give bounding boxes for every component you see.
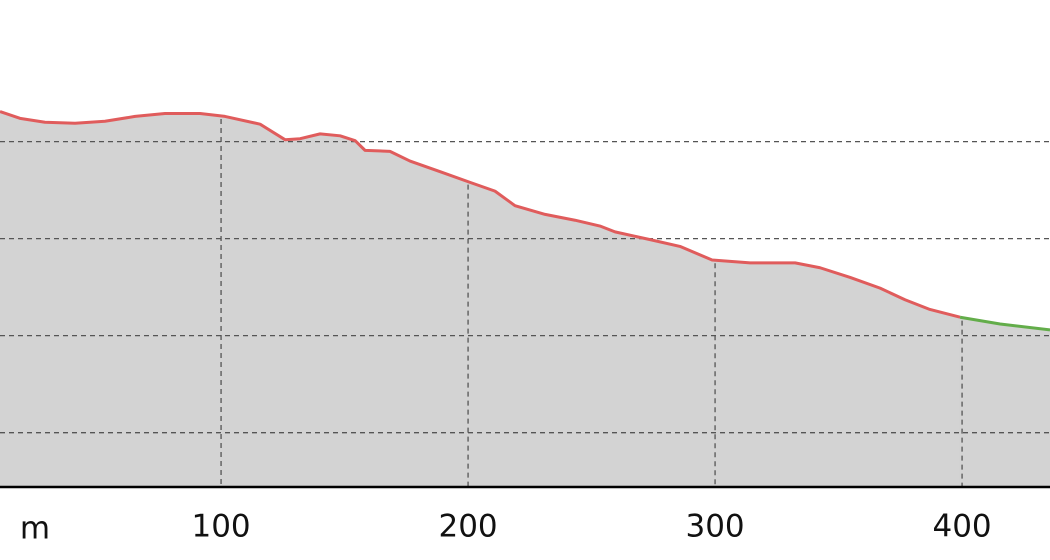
profile-line: [959, 315, 1050, 332]
x-tick-label: 300: [685, 509, 744, 545]
x-tick-label: 200: [438, 509, 497, 545]
area-fill: [0, 111, 961, 488]
area-fill: [959, 316, 1050, 488]
x-tick-label: 100: [191, 509, 250, 545]
x-tick-label: 400: [932, 509, 991, 545]
profile-line: [0, 110, 961, 319]
x-axis-unit: m: [20, 511, 50, 547]
